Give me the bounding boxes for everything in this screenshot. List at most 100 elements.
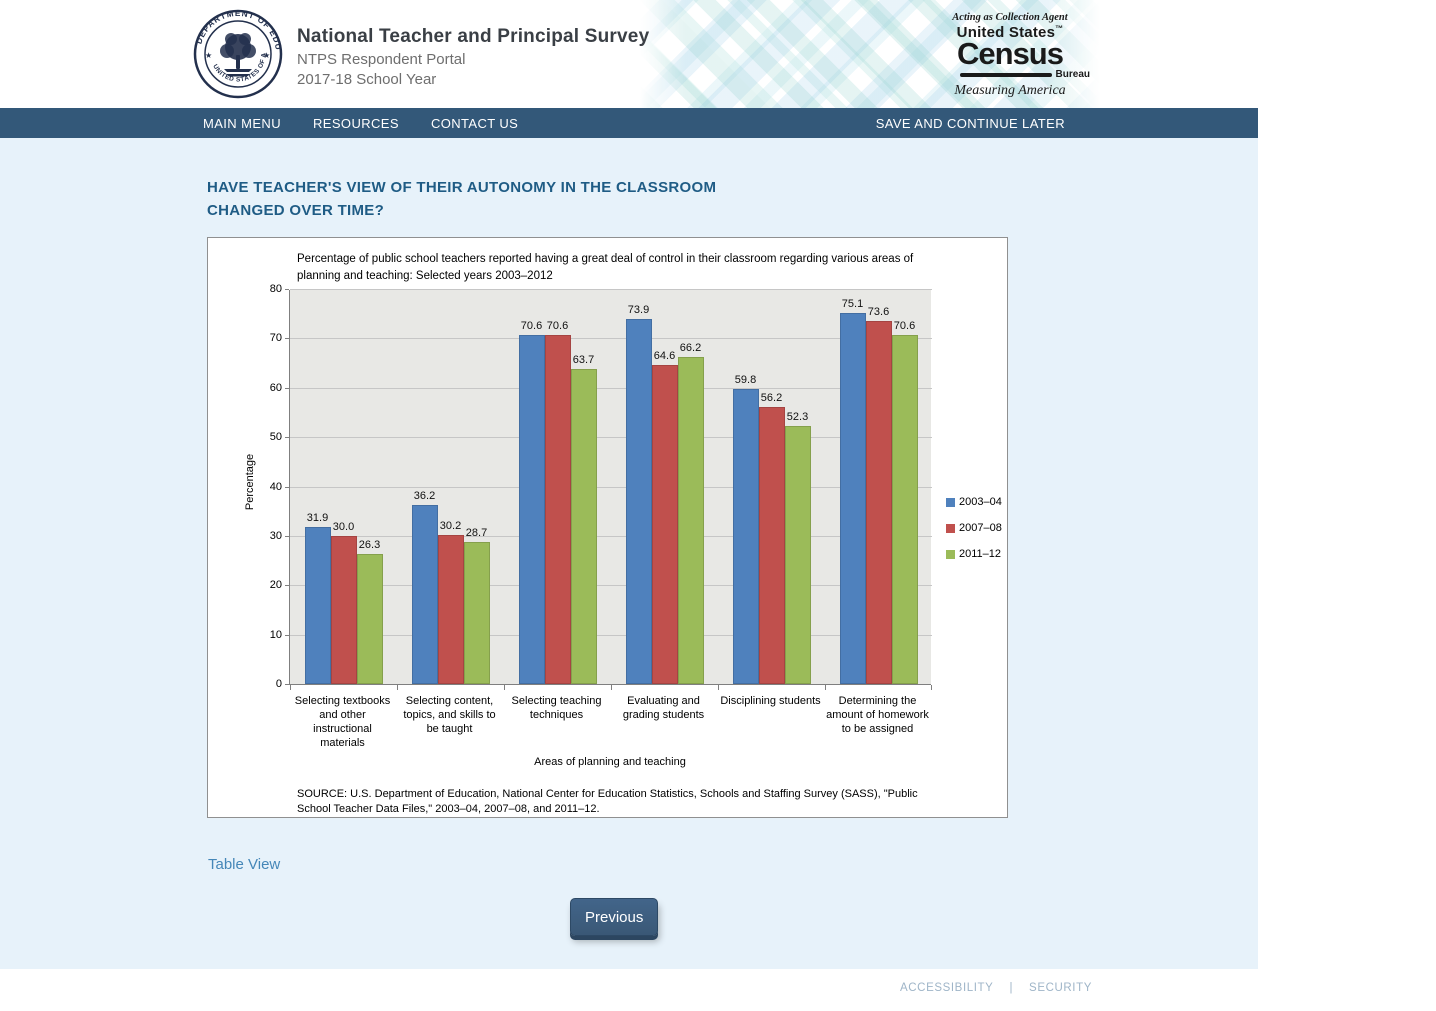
svg-text:★: ★ xyxy=(263,51,270,60)
census-rule: Bureau xyxy=(930,69,1090,80)
category-label: Disciplining students xyxy=(720,695,821,707)
census-bureau-label: Bureau xyxy=(1055,69,1090,80)
legend-label: 2007–08 xyxy=(959,522,1002,534)
y-tick-label: 60 xyxy=(269,381,282,394)
bar-value-label: 70.6 xyxy=(520,320,543,333)
category-label: Selecting content, topics, and skills to… xyxy=(403,695,496,736)
gridline xyxy=(290,387,932,389)
gridline xyxy=(290,535,932,537)
bar-2007–08-5 xyxy=(758,406,785,684)
bar-2003–04-2 xyxy=(411,505,438,684)
bar-2007–08-3 xyxy=(544,335,571,684)
census-tagline: Acting as Collection Agent xyxy=(952,12,1068,23)
svg-text:★: ★ xyxy=(205,51,212,60)
bar-value-label: 70.6 xyxy=(893,320,916,333)
bar-value-label: 64.6 xyxy=(653,350,676,363)
bar-2011–12-3 xyxy=(570,369,597,684)
bar-value-label: 70.6 xyxy=(546,320,569,333)
y-tick-mark xyxy=(285,684,289,685)
bar-2007–08-2 xyxy=(437,534,464,684)
y-tick-label: 0 xyxy=(275,678,282,690)
bar-2011–12-4 xyxy=(677,357,704,684)
bar-2011–12-2 xyxy=(463,542,490,684)
bar-value-label: 52.3 xyxy=(786,410,809,423)
x-tick-mark xyxy=(504,685,505,690)
x-tick-mark xyxy=(397,685,398,690)
legend-swatch xyxy=(946,549,955,559)
x-tick-mark xyxy=(611,685,612,690)
x-axis-title: Areas of planning and teaching xyxy=(534,756,686,768)
y-tick-mark xyxy=(285,634,289,636)
table-view-link[interactable]: Table View xyxy=(208,856,281,873)
nav-contact-us[interactable]: CONTACT US xyxy=(430,115,519,131)
category-label: Evaluating and grading students xyxy=(622,695,705,722)
footer-security-link[interactable]: SECURITY xyxy=(1029,982,1092,994)
bar-value-label: 30.2 xyxy=(439,519,462,532)
seal-tree-icon: ★ ★ xyxy=(205,33,270,77)
y-tick-label: 30 xyxy=(269,529,282,542)
census-bureau-logo: Acting as Collection Agent United States… xyxy=(930,12,1090,99)
bar-2003–04-6 xyxy=(839,313,866,684)
y-tick-mark xyxy=(285,486,289,488)
page-footer: ACCESSIBILITY | SECURITY xyxy=(0,969,1258,1011)
chart-title: Percentage of public school teachers rep… xyxy=(297,253,914,282)
footer-accessibility-link[interactable]: ACCESSIBILITY xyxy=(900,982,994,994)
content-area: HAVE TEACHER'S VIEW OF THEIR AUTONOMY IN… xyxy=(0,138,1258,969)
gridline xyxy=(290,634,932,636)
category-label: Selecting teaching techniques xyxy=(511,695,602,722)
legend-item: 2007–08 xyxy=(946,522,1002,534)
gridline xyxy=(290,289,932,290)
bar-value-label: 75.1 xyxy=(841,298,864,311)
bar-2011–12-5 xyxy=(784,425,811,684)
app-subtitle-year: 2017-18 School Year xyxy=(297,71,437,88)
legend-swatch xyxy=(946,497,955,507)
header: DEPARTMENT OF EDUCATION UNITED STATES OF… xyxy=(0,0,1258,108)
y-tick-mark xyxy=(285,535,289,537)
chart-panel: Percentage of public school teachers rep… xyxy=(207,237,1008,818)
y-tick-mark xyxy=(285,585,289,587)
legend-label: 2003–04 xyxy=(959,496,1002,508)
census-wordmark: Census xyxy=(957,36,1064,71)
header-decorative-pattern xyxy=(640,0,1100,108)
footer-separator: | xyxy=(1009,982,1014,994)
y-tick-mark xyxy=(285,338,289,340)
bar-value-label: 28.7 xyxy=(465,527,488,540)
bar-value-label: 59.8 xyxy=(734,373,757,386)
page-question-title: HAVE TEACHER'S VIEW OF THEIR AUTONOMY IN… xyxy=(207,179,717,219)
y-tick-mark xyxy=(285,437,289,439)
bar-2011–12-1 xyxy=(356,554,383,684)
chart-legend: 2003–04 2007–08 2011–12 xyxy=(946,496,1002,574)
gridline xyxy=(290,486,932,488)
previous-button[interactable]: Previous xyxy=(570,898,659,936)
y-tick-label: 10 xyxy=(269,628,282,641)
nav-main-menu[interactable]: MAIN MENU xyxy=(203,115,281,131)
plot-area: 0 10 20 30 40 50 60 70 80 31.9 36.2 70.6 73.9 59.8 75.… xyxy=(270,283,932,690)
bar-2007–08-1 xyxy=(330,535,357,684)
category-label: Selecting textbooks and other instructio… xyxy=(294,695,391,750)
bar-value-label: 56.2 xyxy=(760,391,783,404)
bar-value-label: 36.2 xyxy=(413,490,436,503)
gridline xyxy=(290,338,932,340)
y-tick-label: 20 xyxy=(269,579,282,592)
legend-label: 2011–12 xyxy=(959,548,1002,560)
x-tick-mark xyxy=(825,685,826,690)
department-of-education-seal-icon: DEPARTMENT OF EDUCATION UNITED STATES OF… xyxy=(193,9,283,99)
y-tick-label: 40 xyxy=(269,480,282,493)
nav-save-and-continue-later[interactable]: SAVE AND CONTINUE LATER xyxy=(875,115,1065,131)
legend-item: 2011–12 xyxy=(946,548,1002,560)
bar-value-label: 63.7 xyxy=(572,354,595,367)
x-tick-mark xyxy=(290,685,291,690)
bar-value-label: 73.9 xyxy=(627,304,650,317)
y-tick-mark xyxy=(285,387,289,389)
y-tick-label: 50 xyxy=(269,431,282,444)
y-tick-label: 70 xyxy=(269,332,282,345)
category-label: Determining the amount of homework to be… xyxy=(826,695,929,736)
y-tick-mark xyxy=(285,289,289,290)
bar-value-label: 30.0 xyxy=(332,520,355,533)
x-axis-category-labels: Selecting textbooks and other instructio… xyxy=(289,694,931,750)
bar-2007–08-4 xyxy=(651,365,678,684)
nav-resources[interactable]: RESOURCES xyxy=(313,115,399,131)
gridline xyxy=(290,585,932,587)
gridline xyxy=(290,437,932,439)
x-tick-mark xyxy=(931,685,932,690)
